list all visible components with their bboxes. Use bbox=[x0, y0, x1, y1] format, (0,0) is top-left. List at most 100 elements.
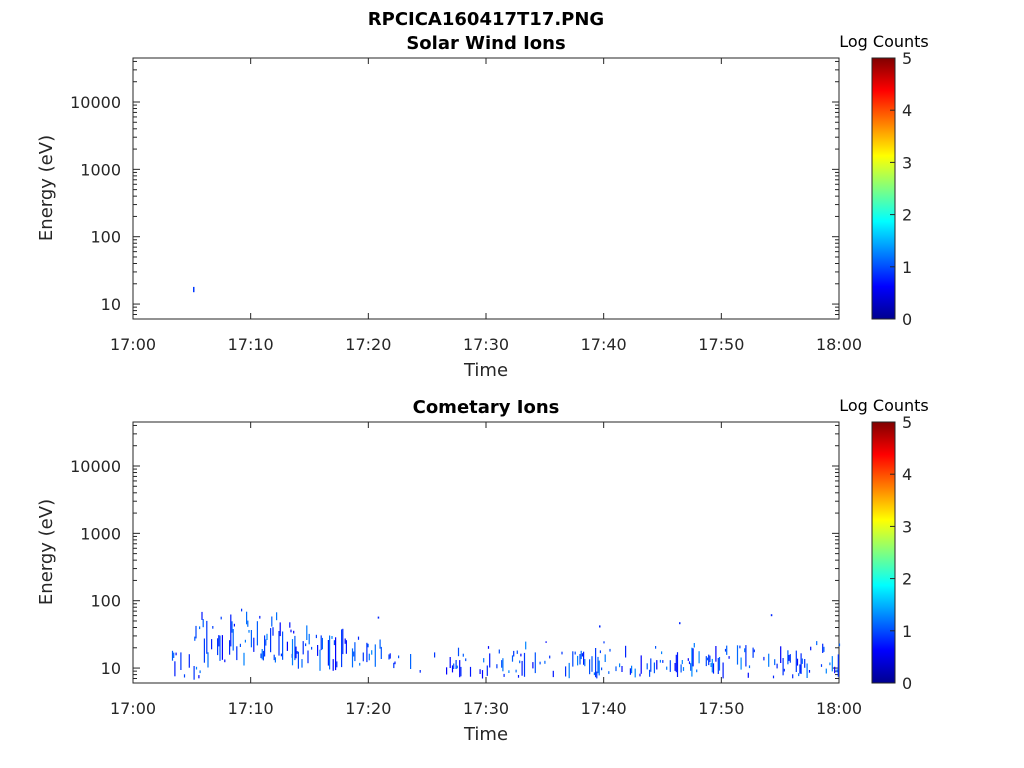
data-streak bbox=[659, 659, 661, 663]
panel-cometary-ions: Cometary Ions 17:00 17:10 17:20 17:30 17:40 1… bbox=[36, 396, 929, 745]
data-streak bbox=[302, 641, 304, 655]
data-streak bbox=[301, 659, 303, 668]
data-streak bbox=[752, 647, 754, 658]
data-event bbox=[377, 616, 380, 619]
data-streak bbox=[295, 646, 297, 659]
data-streak bbox=[745, 645, 747, 667]
data-streak bbox=[202, 619, 204, 628]
data-streak bbox=[351, 648, 354, 668]
axes-cometary: 17:00 17:10 17:20 17:30 17:40 17:50 18:00 10 100… bbox=[70, 422, 862, 718]
data-event bbox=[770, 614, 773, 617]
data-streak bbox=[248, 630, 250, 633]
x-tick-label: 17:30 bbox=[463, 335, 509, 354]
data-streak bbox=[816, 641, 818, 646]
data-streak bbox=[806, 663, 808, 678]
data-streak bbox=[233, 623, 235, 627]
data-streak bbox=[603, 641, 605, 644]
y-tick-label: 1000 bbox=[80, 524, 121, 543]
data-streak bbox=[306, 625, 308, 640]
data-streak bbox=[511, 655, 514, 662]
data-streak bbox=[224, 659, 226, 663]
data-streak bbox=[503, 673, 505, 677]
data-streak bbox=[317, 645, 319, 656]
data-streak bbox=[748, 665, 751, 669]
data-streak bbox=[282, 631, 284, 660]
data-streak bbox=[532, 662, 534, 669]
data-streak bbox=[599, 650, 601, 654]
data-streak bbox=[568, 662, 570, 679]
data-streak bbox=[274, 657, 276, 663]
data-streak bbox=[498, 649, 500, 654]
data-streak bbox=[593, 672, 595, 676]
data-streak bbox=[712, 663, 715, 674]
data-streak bbox=[516, 650, 518, 654]
data-streak bbox=[676, 652, 679, 677]
data-streak bbox=[336, 661, 338, 668]
data-streak bbox=[289, 622, 291, 628]
data-streak bbox=[728, 656, 730, 659]
data-streak bbox=[831, 656, 833, 672]
data-streak bbox=[486, 665, 488, 676]
data-cometary bbox=[171, 608, 841, 680]
data-streak bbox=[608, 671, 610, 674]
data-streak bbox=[619, 663, 621, 668]
data-streak bbox=[174, 661, 176, 677]
y-tick-label: 10000 bbox=[70, 457, 121, 476]
x-tick-label: 17:20 bbox=[345, 699, 391, 718]
data-streak bbox=[469, 666, 472, 677]
data-streak bbox=[829, 662, 831, 666]
data-streak bbox=[333, 640, 335, 646]
data-streak bbox=[291, 639, 294, 666]
data-streak bbox=[489, 653, 491, 668]
data-streak bbox=[544, 660, 546, 664]
data-streak bbox=[662, 660, 664, 663]
data-streak bbox=[722, 662, 724, 679]
data-streak bbox=[822, 643, 824, 653]
data-streak bbox=[272, 627, 274, 636]
data-streak bbox=[595, 648, 597, 678]
data-streak bbox=[294, 635, 296, 661]
data-streak bbox=[810, 646, 812, 651]
data-streak bbox=[708, 654, 710, 666]
data-streak bbox=[253, 637, 255, 652]
data-streak bbox=[393, 662, 395, 669]
data-streak bbox=[481, 670, 484, 679]
data-streak bbox=[380, 646, 382, 659]
data-streak bbox=[825, 668, 827, 674]
colorbar-tick-label: 3 bbox=[902, 517, 912, 536]
data-streak bbox=[232, 629, 234, 651]
x-tick-label: 17:20 bbox=[345, 335, 391, 354]
data-streak bbox=[808, 670, 811, 673]
colorbar-tick-label: 3 bbox=[902, 153, 912, 172]
data-streak bbox=[579, 654, 581, 665]
data-event bbox=[599, 625, 601, 628]
data-streak bbox=[194, 636, 196, 641]
data-streak bbox=[655, 646, 657, 649]
data-streak bbox=[549, 655, 551, 659]
data-streak bbox=[591, 656, 593, 672]
data-streak bbox=[502, 658, 504, 672]
x-axis-label-cometary: Time bbox=[463, 724, 508, 745]
y-axis-label-solar-wind: Energy (eV) bbox=[36, 135, 57, 241]
data-streak bbox=[726, 645, 728, 655]
data-streak bbox=[837, 654, 839, 677]
data-streak bbox=[434, 652, 436, 658]
data-streak bbox=[199, 626, 201, 630]
data-streak bbox=[519, 660, 521, 664]
data-streak bbox=[250, 630, 252, 648]
data-streak bbox=[457, 647, 460, 657]
y-tick-label: 10 bbox=[101, 295, 121, 314]
data-streak bbox=[513, 650, 515, 657]
data-streak bbox=[321, 637, 323, 650]
data-streak bbox=[661, 651, 663, 655]
data-streak bbox=[584, 659, 586, 667]
data-streak bbox=[795, 650, 797, 672]
data-streak bbox=[218, 635, 220, 647]
data-streak bbox=[180, 652, 182, 670]
data-streak bbox=[834, 666, 836, 674]
data-streak bbox=[368, 653, 370, 661]
data-streak bbox=[681, 660, 683, 665]
data-streak bbox=[199, 670, 201, 674]
data-streak bbox=[259, 615, 261, 619]
data-streak bbox=[597, 656, 599, 674]
